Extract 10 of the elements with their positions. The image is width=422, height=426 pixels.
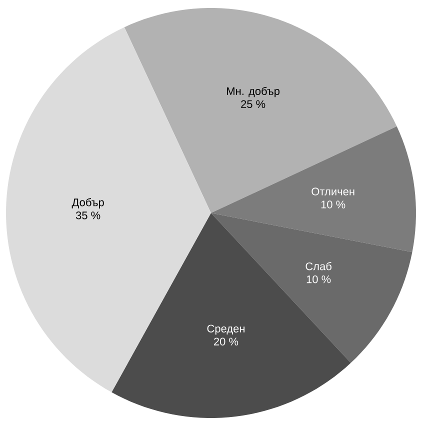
slice-label: Слаб bbox=[306, 262, 332, 270]
data-label: 10 % bbox=[321, 200, 346, 208]
data-label: 10 % bbox=[306, 275, 331, 284]
data-label: 35 % bbox=[76, 212, 100, 220]
data-label: 25 % bbox=[241, 100, 266, 108]
slice-label: Среден bbox=[207, 324, 244, 335]
data-label: 20 % bbox=[214, 338, 238, 346]
slice-label: Добър bbox=[72, 198, 104, 208]
slice-label: Отличен bbox=[312, 188, 354, 196]
slice-label: Мн. добър bbox=[227, 86, 280, 98]
